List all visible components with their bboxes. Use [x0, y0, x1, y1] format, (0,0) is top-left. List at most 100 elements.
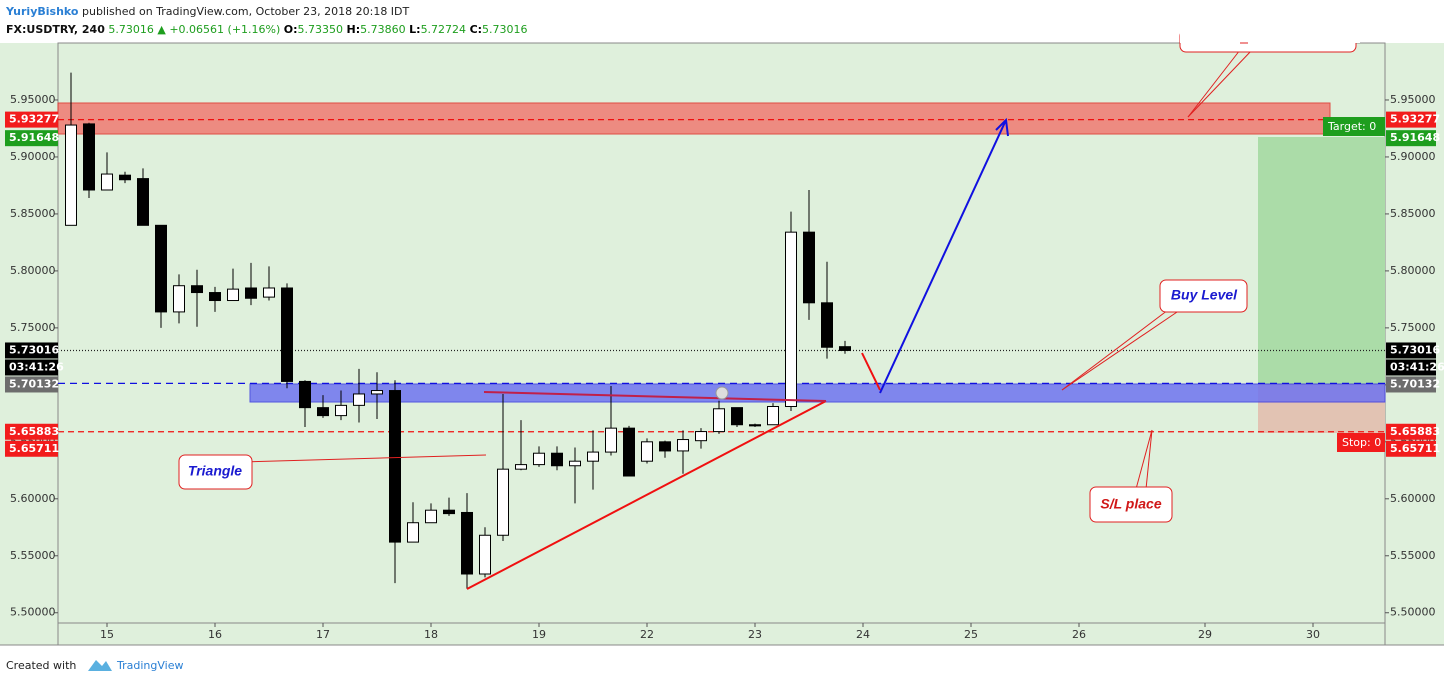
candle-body	[281, 287, 293, 382]
price-label: 5.73016	[9, 343, 59, 356]
callout-pointer	[1061, 309, 1169, 391]
candle-body	[695, 431, 707, 442]
candle-body	[659, 441, 671, 452]
x-tick-label: 16	[208, 628, 222, 641]
x-tick-label: 15	[100, 628, 114, 641]
candle-body	[803, 231, 815, 304]
candle-body	[749, 424, 761, 427]
price-label-bg	[1386, 440, 1436, 457]
y-tick-label: 5.90000	[1390, 150, 1436, 163]
price-label: 5.65883	[1390, 425, 1440, 438]
candle-body	[191, 285, 203, 294]
candle-body	[299, 380, 311, 409]
callout-pointer	[1145, 429, 1153, 490]
callout-pointer	[1135, 429, 1153, 490]
candle-body	[227, 288, 239, 302]
x-tick-label: 19	[532, 628, 546, 641]
price-label-bg	[5, 376, 58, 393]
candle-body	[407, 522, 419, 543]
candle-body	[119, 174, 131, 181]
candle-body	[173, 285, 185, 313]
price-label-bg	[5, 130, 58, 147]
candle-body	[335, 404, 347, 417]
arrow	[879, 119, 1007, 394]
x-tick-label: 25	[964, 628, 978, 641]
y-tick-label: 5.85000	[1390, 207, 1436, 220]
header-line: YuriyBishko published on TradingView.com…	[5, 5, 410, 18]
y-tick-label: 5.55000	[1390, 549, 1436, 562]
countdown: 03:41:26	[9, 360, 64, 373]
y-tick-label: 5.50000	[1390, 606, 1436, 619]
o: 5.73350	[298, 23, 344, 36]
y-tick-label: 5.60000	[1390, 492, 1436, 505]
candle-body	[245, 287, 257, 299]
candle-body	[533, 452, 545, 466]
y-tick-label: 5.95000	[1390, 93, 1436, 106]
logo	[88, 660, 112, 671]
o-label: O:	[284, 23, 298, 36]
candle-body	[443, 509, 455, 515]
countdown-bg	[5, 359, 58, 376]
price-label-bg	[5, 423, 58, 440]
x-tick-label: 22	[640, 628, 654, 641]
trendline	[466, 400, 827, 590]
x-tick-label: 17	[316, 628, 330, 641]
candle-body	[731, 407, 743, 426]
annotation: Buy Level	[1171, 287, 1238, 303]
y-tick-label: 5.95000	[10, 93, 56, 106]
symbol-line: FX:USDTRY, 240 5.73016 ▲ +0.06561 (+1.16…	[6, 23, 528, 36]
path-line	[861, 352, 881, 391]
candle-body	[623, 427, 635, 477]
x-tick-label: 30	[1306, 628, 1320, 641]
price-label: 5.73016	[1390, 343, 1440, 356]
target-area	[1258, 137, 1385, 384]
candle-body	[839, 346, 851, 351]
candle-body	[641, 441, 653, 462]
price-label: 5.65711	[9, 442, 59, 455]
author: YuriyBishko	[5, 5, 79, 18]
chart-bg	[0, 43, 1444, 645]
candle-body	[209, 292, 221, 302]
candle-body	[713, 408, 725, 433]
y-tick-label: 5.60000	[10, 492, 56, 505]
candle-body	[65, 124, 77, 226]
footer-text: Created with	[6, 659, 76, 672]
candle-body	[785, 231, 797, 407]
candle-body	[515, 464, 527, 470]
price-label: 5.65711	[1390, 442, 1440, 455]
symbol: FX:USDTRY, 240	[6, 23, 105, 36]
y-tick-label: 5.55000	[10, 549, 56, 562]
candle-body	[497, 468, 509, 536]
callout-pointer	[1187, 49, 1253, 118]
candle-body	[569, 460, 581, 467]
y-tick-label: 5.75000	[10, 321, 56, 334]
change: +0.06561 (+1.16%)	[169, 23, 280, 36]
callout	[1159, 279, 1248, 313]
price-label: 5.91648	[9, 131, 59, 144]
price-label-bg	[1386, 376, 1436, 393]
candle-body	[263, 287, 275, 298]
last: 5.73016	[108, 23, 154, 36]
callout-pointer	[1187, 49, 1241, 118]
up-icon: ▲	[154, 23, 169, 36]
price-label: 5.70132	[1390, 377, 1440, 390]
candle-body	[587, 451, 599, 462]
annotation: S/L place	[1100, 496, 1161, 512]
price-label-bg	[1386, 423, 1436, 440]
stop-label-bg	[1337, 433, 1385, 452]
price-label-bg	[1386, 130, 1436, 147]
candle-body	[389, 390, 401, 543]
y-tick-label: 5.75000	[1390, 321, 1436, 334]
h-label: H:	[347, 23, 361, 36]
c-label: C:	[470, 23, 482, 36]
price-label: 5.91648	[1390, 131, 1440, 144]
resistance-zone	[57, 102, 1331, 135]
callout	[178, 454, 253, 490]
candle-body	[371, 390, 383, 395]
price-label-bg	[5, 342, 58, 359]
candle-body	[479, 534, 491, 575]
candle-body	[353, 393, 365, 406]
y-tick-label: 5.80000	[1390, 264, 1436, 277]
x-tick-label: 23	[748, 628, 762, 641]
